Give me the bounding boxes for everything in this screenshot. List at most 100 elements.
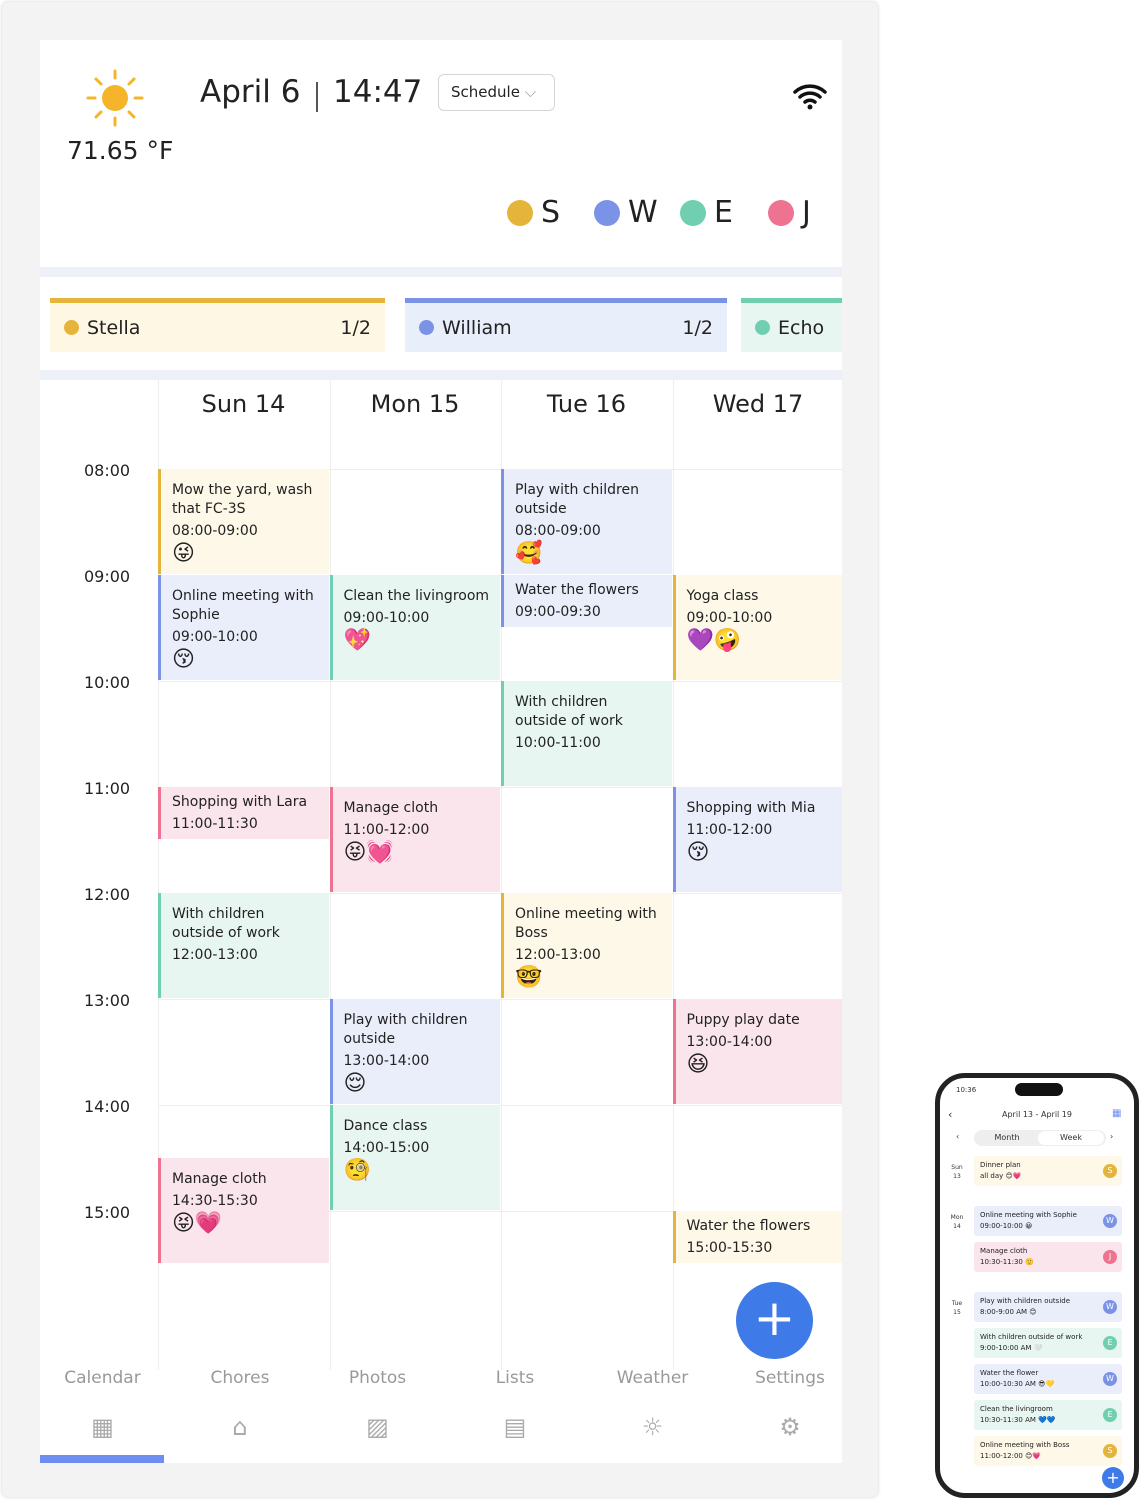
event-card[interactable]: Online meeting with Sophie 09:00-10:00 😚 <box>158 575 329 680</box>
event-time: 08:00-09:00 <box>172 523 258 539</box>
broom-icon[interactable]: ⌂ <box>232 1413 248 1441</box>
add-event-button[interactable]: + <box>736 1282 813 1359</box>
divider <box>40 267 842 277</box>
hour-label: 14:00 <box>84 1097 131 1116</box>
event-card[interactable]: Online meeting with Boss 11:00-12:00 😊💗 S <box>974 1436 1122 1466</box>
event-title: Online meeting with Boss <box>980 1441 1070 1449</box>
event-title: Clean the livingroom <box>980 1405 1053 1413</box>
event-emoji: 😎💛 <box>1038 1380 1055 1388</box>
event-title: Dance class <box>343 1118 428 1134</box>
tab-week[interactable]: Week <box>1038 1131 1104 1145</box>
event-emoji: 😆 <box>686 1052 710 1077</box>
event-card[interactable]: Play with children outside 13:00-14:00 😌 <box>329 999 500 1104</box>
member-color-dot <box>768 199 794 226</box>
back-icon[interactable]: ‹ <box>948 1108 953 1121</box>
event-time-row: all day 😊💗 <box>980 1171 1098 1182</box>
event-card[interactable]: Manage cloth 10:30-11:30 🙂 J <box>974 1242 1122 1272</box>
member-avatar: S <box>1103 1164 1117 1178</box>
event-card[interactable]: Clean the livingroom 10:30-11:30 AM 💙💙 E <box>974 1400 1122 1430</box>
calendar-icon[interactable]: ▦ <box>91 1413 114 1441</box>
member-avatar: S <box>1103 1444 1117 1458</box>
grid-row-line <box>158 575 842 576</box>
event-emoji: 😀 <box>1025 1222 1033 1230</box>
event-card[interactable]: Shopping with Lara 11:00-11:30 <box>158 787 329 839</box>
nav-calendar[interactable]: Calendar <box>64 1368 141 1388</box>
status-time: 10:36 <box>956 1086 977 1094</box>
event-card[interactable]: Dance class 14:00-15:00 🧐 <box>329 1105 500 1210</box>
event-emoji: 🧐 <box>343 1158 371 1183</box>
event-card[interactable]: With children outside of work 12:00-13:00 <box>158 893 329 998</box>
gear-icon[interactable]: ⚙ <box>779 1413 801 1441</box>
event-time: 09:00-09:30 <box>515 604 601 620</box>
event-card[interactable]: Online meeting with Boss 12:00-13:00 🤓 <box>501 893 672 998</box>
event-card[interactable]: With children outside of work 9:00-10:00 … <box>974 1328 1122 1358</box>
member-name: Stella <box>87 316 141 339</box>
event-time: 11:00-12:00 <box>343 822 430 838</box>
event-time: 14:30-15:30 <box>172 1193 258 1209</box>
nav-chores[interactable]: Chores <box>210 1368 270 1388</box>
event-emoji: 🙂 <box>1025 1258 1034 1266</box>
nav-lists[interactable]: Lists <box>495 1368 535 1388</box>
event-title: Play with children outside <box>980 1297 1071 1305</box>
event-title: Water the flowers <box>515 582 639 598</box>
event-title: With children outside of work <box>980 1333 1083 1341</box>
event-card[interactable]: Manage cloth 14:30-15:30 😝💗 <box>158 1158 329 1263</box>
event-title: Online meeting with Boss <box>515 906 657 941</box>
event-card[interactable]: With children outside of work 10:00-11:00 <box>501 681 672 786</box>
event-card[interactable]: Water the flowers 15:00-15:30 <box>672 1211 842 1263</box>
member-avatar: J <box>1103 1250 1117 1264</box>
member-color-dot <box>507 199 533 226</box>
event-card[interactable]: Manage cloth 11:00-12:00 😝💓 <box>329 787 500 892</box>
event-time: 8:00-9:00 AM <box>980 1308 1028 1316</box>
event-time: 13:00-14:00 <box>343 1053 430 1069</box>
calendar-icon[interactable]: ▦ <box>1112 1108 1122 1119</box>
event-card[interactable]: Yoga class 09:00-10:00 💜🤪 <box>672 575 842 680</box>
photo-icon[interactable]: ▨ <box>366 1413 389 1441</box>
event-emoji: 😌 <box>343 1071 367 1096</box>
tab-month[interactable]: Month <box>994 1133 1020 1142</box>
event-card[interactable]: Water the flowers 09:00-09:30 <box>501 575 672 627</box>
nav-weather[interactable]: Weather <box>616 1368 689 1388</box>
event-card[interactable]: Puppy play date 13:00-14:00 😆 <box>672 999 842 1104</box>
view-select-value: Schedule <box>451 83 520 101</box>
event-emoji: 😜 <box>172 541 195 566</box>
add-event-button[interactable]: + <box>1102 1467 1124 1489</box>
event-time: all day <box>980 1172 1004 1180</box>
grid-row-line <box>158 681 842 682</box>
event-time-row: 11:00-12:00 😊💗 <box>980 1451 1098 1462</box>
member-tab-stella[interactable]: Stella 1/2 <box>50 298 385 352</box>
event-card[interactable]: Play with children outside 08:00-09:00 🥰 <box>501 469 672 574</box>
sun-icon[interactable]: ☼ <box>641 1413 664 1441</box>
next-icon[interactable]: › <box>1110 1132 1114 1141</box>
member-name: William <box>442 316 512 339</box>
event-card[interactable]: Clean the livingroom 09:00-10:00 💖 <box>329 575 500 680</box>
member-avatar: W <box>1103 1372 1117 1386</box>
day-label: Tue <box>951 1300 963 1307</box>
event-title: Puppy play date <box>686 1012 800 1028</box>
legend-item-s: S <box>507 195 560 230</box>
divider <box>40 370 842 380</box>
member-name: Echo <box>778 316 825 339</box>
list-icon[interactable]: ▤ <box>503 1413 527 1441</box>
member-tab-william[interactable]: William 1/2 <box>405 298 727 352</box>
event-title: Manage cloth <box>172 1171 267 1187</box>
sun-icon <box>86 69 144 127</box>
event-card[interactable]: Mow the yard, wash that FC-3S 08:00-09:00… <box>158 469 329 574</box>
prev-icon[interactable]: ‹ <box>956 1132 960 1141</box>
nav-photos[interactable]: Photos <box>348 1368 407 1388</box>
member-tab-echo[interactable]: Echo <box>741 298 842 352</box>
event-card[interactable]: Dinner plan all day 😊💗 S <box>974 1156 1122 1186</box>
event-card[interactable]: Water the flower 10:00-10:30 AM 😎💛 W <box>974 1364 1122 1394</box>
event-time: 09:00-10:00 <box>980 1222 1023 1230</box>
nav-settings[interactable]: Settings <box>755 1368 825 1388</box>
event-card[interactable]: Shopping with Mia 11:00-12:00 😚 <box>672 787 842 892</box>
event-title: Clean the livingroom <box>343 588 490 604</box>
event-emoji: 😚 <box>686 840 710 865</box>
member-avatar: W <box>1103 1300 1117 1314</box>
event-card[interactable]: Online meeting with Sophie 09:00-10:00 😀 W <box>974 1206 1122 1236</box>
view-select[interactable]: Schedule ⌵ <box>438 74 555 111</box>
member-avatar: W <box>1103 1214 1117 1228</box>
event-card[interactable]: Play with children outside 8:00-9:00 AM 😊… <box>974 1292 1122 1322</box>
event-title: Manage cloth <box>980 1247 1028 1255</box>
event-time: 11:00-11:30 <box>172 816 258 832</box>
